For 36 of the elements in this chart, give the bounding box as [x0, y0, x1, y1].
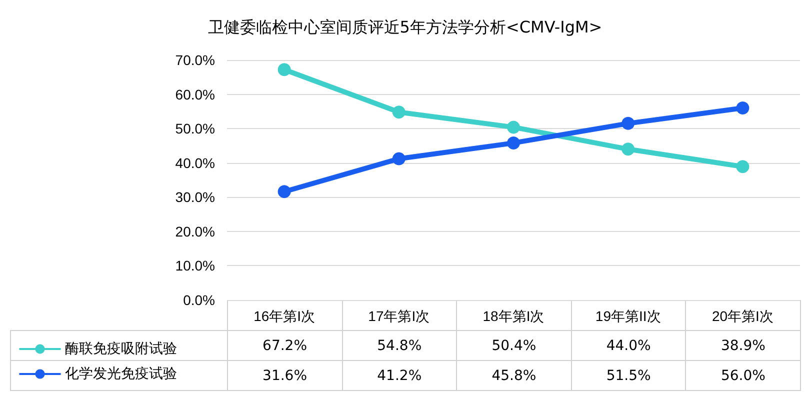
y-tick-label: 0.0% [183, 292, 215, 308]
data-label: 45.8% [456, 360, 572, 391]
x-tick-label: 20年第I次 [712, 308, 774, 324]
data-label: 31.6% [227, 360, 343, 391]
legend-label: 化学发光免疫试验 [65, 366, 177, 382]
data-label: 44.0% [570, 330, 686, 361]
point [622, 142, 635, 156]
point [622, 116, 635, 130]
point [736, 102, 750, 114]
x-tick-label: 17年第I次 [368, 308, 430, 324]
point [392, 152, 406, 166]
y-tick-label: 60.0% [175, 86, 215, 102]
data-label: 54.8% [342, 330, 458, 361]
legend-label: 酶联免疫吸附试验 [65, 341, 177, 357]
data-label: 50.4% [456, 330, 572, 361]
x-tick-label: 16年第I次 [254, 308, 316, 324]
y-tick-label: 10.0% [175, 258, 215, 274]
chart-title: 卫健委临检中心室间质评近5年方法学分析<CMV-IgM> [208, 18, 602, 36]
y-tick-label: 20.0% [175, 223, 215, 240]
point [278, 63, 291, 76]
data-label: 38.9% [685, 330, 801, 361]
y-tick-label: 30.0% [175, 189, 215, 206]
data-label: 56.0% [685, 360, 801, 391]
data-label: 67.2% [227, 330, 343, 361]
x-tick-label: 19年第II次 [595, 308, 661, 324]
point [507, 120, 520, 134]
point [507, 136, 520, 150]
y-tick-label: 50.0% [175, 120, 215, 137]
data-label: 41.2% [342, 360, 458, 391]
point [392, 106, 406, 119]
data-label: 51.5% [570, 360, 686, 391]
point [278, 185, 291, 198]
x-tick-label: 18年第I次 [482, 308, 544, 324]
point [736, 160, 750, 174]
y-tick-label: 40.0% [175, 154, 215, 171]
y-tick-label: 70.0% [175, 52, 215, 68]
